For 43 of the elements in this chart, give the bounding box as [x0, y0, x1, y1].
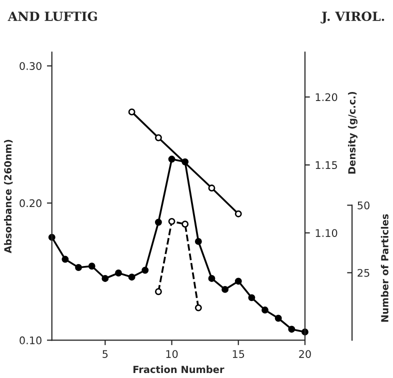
point: [234, 210, 242, 218]
y2-tick-label: 1.10: [316, 229, 338, 237]
point: [102, 275, 109, 282]
y2-tick-label: 1.15: [316, 161, 337, 170]
y3-axis-title: Number of Particles: [380, 214, 388, 322]
point: [128, 274, 136, 281]
x-tick-label: 15: [232, 350, 244, 358]
point: [154, 134, 162, 142]
point: [222, 286, 229, 293]
point: [154, 288, 162, 296]
point: [208, 275, 216, 282]
x-tick-label: 10: [166, 350, 178, 358]
point: [194, 304, 202, 312]
point: [75, 264, 82, 271]
x-axis-title: Fraction Number: [133, 366, 224, 374]
y3-tick-label: 50: [358, 201, 370, 210]
point: [194, 238, 202, 245]
point: [274, 314, 282, 322]
point: [208, 184, 216, 192]
text: J. VIROL.: [320, 12, 384, 24]
point: [154, 218, 162, 226]
point: [234, 278, 242, 285]
point: [248, 294, 256, 302]
y-tick-label: 0.30: [20, 62, 42, 70]
y-tick-label: 0.10: [20, 336, 42, 344]
y-tick-label: 0.20: [20, 199, 42, 208]
point: [142, 266, 149, 274]
y2-axis-title: Density (g/c.c.): [348, 92, 358, 174]
point: [115, 270, 122, 276]
point: [262, 306, 268, 314]
point: [168, 218, 176, 225]
x-tick-label: 20: [299, 350, 311, 358]
point: [62, 256, 69, 263]
x-tick-label: 5: [102, 350, 108, 358]
point: [182, 220, 189, 228]
point: [88, 262, 96, 270]
y3-tick-label: 25: [358, 268, 370, 277]
point: [168, 156, 176, 163]
point: [128, 108, 136, 116]
y2-tick-label: 1.20: [316, 93, 338, 102]
y-axis-title: Absorbance (260nm): [4, 140, 13, 254]
point: [288, 326, 296, 333]
text: AND LUFTIG: [8, 12, 97, 22]
